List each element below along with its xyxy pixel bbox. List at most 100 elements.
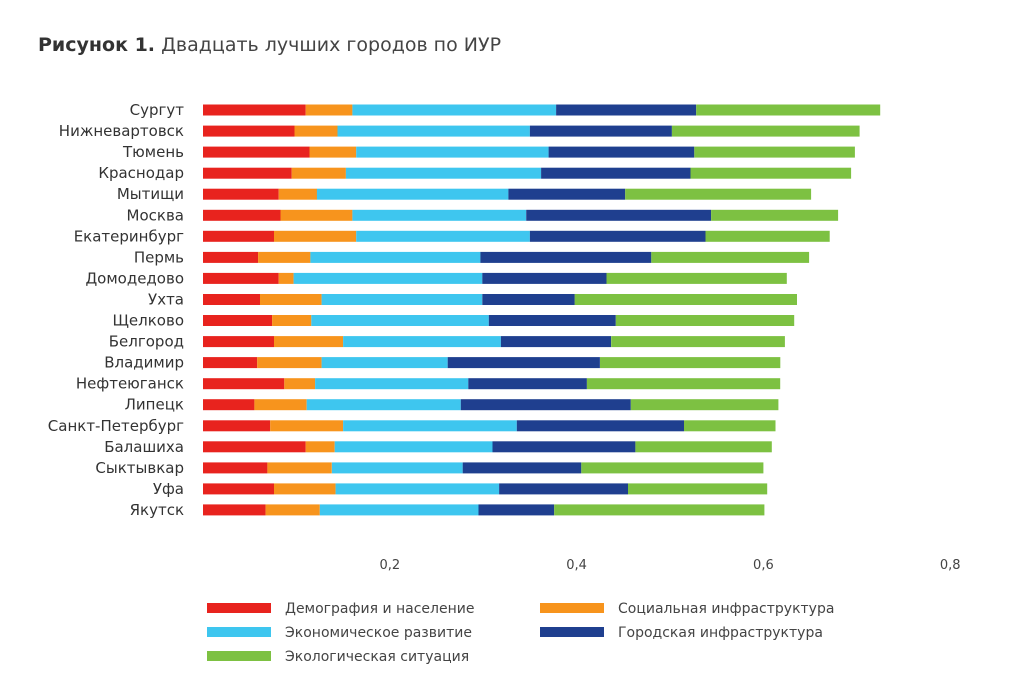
bar-segment-2 <box>309 146 357 158</box>
bar-segment-3 <box>316 188 509 200</box>
bar-segment-4 <box>516 420 684 432</box>
category-label: Владимир <box>104 354 184 372</box>
bar-segment-3 <box>315 378 469 390</box>
x-tick-label: 0,6 <box>753 558 774 573</box>
bar-segment-1 <box>203 483 274 495</box>
bar-segment-2 <box>291 167 346 179</box>
legend-label: Городская инфраструктура <box>618 625 823 641</box>
bar-segment-4 <box>480 251 652 263</box>
bar-segment-4 <box>447 357 600 369</box>
bar-segment-5 <box>705 230 830 242</box>
bar-segment-3 <box>352 209 527 221</box>
category-label: Липецк <box>125 396 184 414</box>
bar-segment-3 <box>343 420 517 432</box>
bar-segment-5 <box>625 188 812 200</box>
category-label: Екатеринбург <box>74 227 184 245</box>
bar-segment-3 <box>335 483 499 495</box>
bar-segment-4 <box>548 146 695 158</box>
bar-segment-3 <box>331 462 463 474</box>
bar-segment-5 <box>690 167 852 179</box>
category-label: Пермь <box>134 248 184 266</box>
bar-segment-3 <box>306 399 461 411</box>
bar-segment-3 <box>321 357 448 369</box>
legend-swatch <box>207 651 271 661</box>
bar-segment-4 <box>492 441 636 453</box>
bar-segment-5 <box>635 441 772 453</box>
bar-segment-2 <box>274 336 344 348</box>
bar-segment-5 <box>628 483 768 495</box>
bar-segment-5 <box>651 251 810 263</box>
bar-segment-5 <box>586 378 781 390</box>
category-label: Мытищи <box>117 185 184 203</box>
legend-swatch <box>540 603 604 613</box>
bar-segment-2 <box>265 504 320 516</box>
bar-segment-1 <box>203 209 281 221</box>
bar-segment-1 <box>203 146 310 158</box>
category-label: Сургут <box>130 101 185 119</box>
legend-label: Экологическая ситуация <box>285 649 469 665</box>
bar-segment-4 <box>526 209 712 221</box>
bar-segment-5 <box>696 104 881 116</box>
bar-segment-4 <box>500 336 612 348</box>
bar-segment-1 <box>203 378 285 390</box>
bar-segment-5 <box>574 294 797 305</box>
bar-segment-2 <box>284 378 316 390</box>
bar-segment-2 <box>280 209 353 221</box>
bar-segment-3 <box>293 272 483 284</box>
bar-segment-1 <box>203 104 306 116</box>
bar-segment-2 <box>258 251 311 263</box>
bar-segment-4 <box>468 378 587 390</box>
bar-segment-1 <box>203 420 271 432</box>
bar-segment-4 <box>541 167 691 179</box>
figure-label: Рисунок 1. <box>38 34 156 56</box>
category-label: Нефтеюганск <box>76 375 184 393</box>
bar-segment-3 <box>334 441 493 453</box>
legend-label: Социальная инфраструктура <box>618 601 834 617</box>
bar-segment-2 <box>305 104 353 116</box>
bar-segment-2 <box>267 462 332 474</box>
bar-segment-2 <box>274 483 336 495</box>
category-label: Якутск <box>130 501 184 519</box>
bar-segment-4 <box>529 125 672 137</box>
legend-label: Демография и население <box>285 601 474 617</box>
bar-segment-3 <box>345 167 542 179</box>
bar-segment-2 <box>274 230 357 242</box>
bar-segment-1 <box>203 251 259 263</box>
bar-segment-5 <box>615 315 795 326</box>
category-label: Тюмень <box>122 143 184 161</box>
bar-segment-4 <box>556 104 697 116</box>
bar-segment-1 <box>203 399 255 411</box>
category-label: Краснодар <box>98 164 184 182</box>
bar-segment-2 <box>278 272 294 284</box>
bar-segment-5 <box>694 146 855 158</box>
bar-segment-1 <box>203 294 260 305</box>
bar-segment-5 <box>600 357 781 369</box>
bar-segment-3 <box>352 104 556 116</box>
bar-segment-4 <box>482 272 607 284</box>
figure-caption: Двадцать лучших городов по ИУР <box>161 34 502 56</box>
bar-segment-2 <box>294 125 338 137</box>
bar-segment-5 <box>606 272 787 284</box>
x-tick-label: 0,4 <box>566 558 587 573</box>
bar-segment-2 <box>270 420 344 432</box>
bar-segment-4 <box>460 399 631 411</box>
bar-segment-1 <box>203 504 266 516</box>
legend-swatch <box>207 627 271 637</box>
category-label: Домодедово <box>85 269 184 287</box>
bar-segment-5 <box>581 462 764 474</box>
bar-segment-1 <box>203 272 279 284</box>
x-tick-label: 0,2 <box>379 558 400 573</box>
bar-segment-4 <box>529 230 706 242</box>
bar-segment-2 <box>305 441 335 453</box>
bar-segment-4 <box>478 504 555 516</box>
category-label: Ухта <box>148 290 184 308</box>
bar-segment-5 <box>611 336 785 348</box>
legend: Демография и население Социальная инфраст… <box>207 601 834 665</box>
bar-segment-1 <box>203 462 268 474</box>
bar-segment-3 <box>356 146 549 158</box>
bar-segment-4 <box>488 315 616 326</box>
bar-segment-3 <box>311 315 489 326</box>
legend-label: Экономическое развитие <box>285 625 472 641</box>
category-label: Сыктывкар <box>95 459 184 477</box>
